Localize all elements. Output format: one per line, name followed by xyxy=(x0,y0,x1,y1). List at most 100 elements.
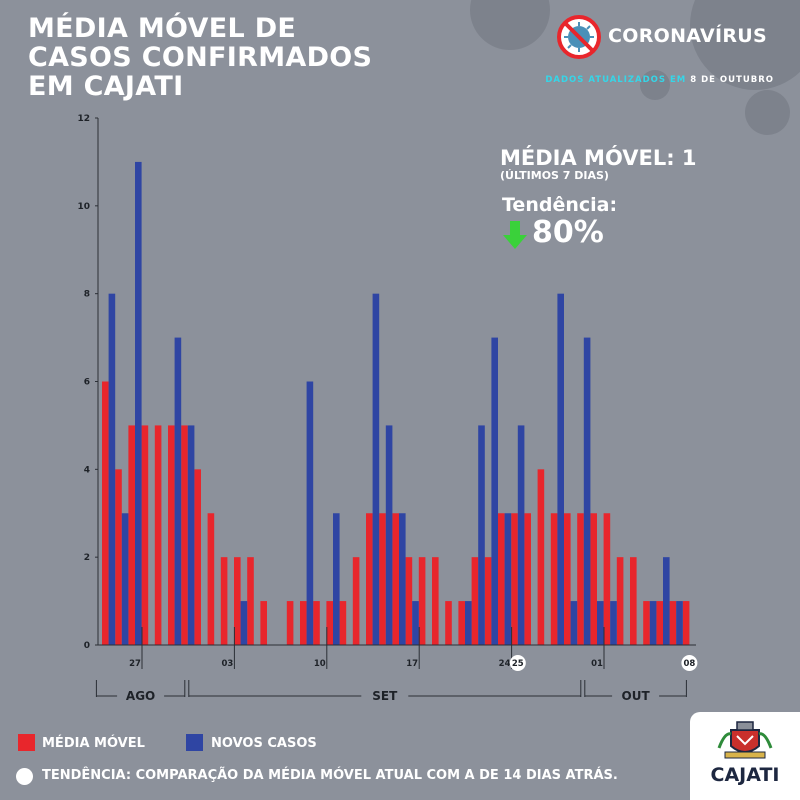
bar-media-movel xyxy=(352,557,360,645)
legend-swatch-novos xyxy=(186,734,203,751)
moving-average-summary: MÉDIA MÓVEL: 1 (ÚLTIMOS 7 DIAS) xyxy=(500,146,697,182)
bar-media-movel xyxy=(656,601,663,645)
legend-label-media: MÉDIA MÓVEL xyxy=(42,736,145,751)
bar-media-movel xyxy=(405,557,413,645)
city-crest-icon xyxy=(717,721,773,759)
bar-media-movel xyxy=(524,513,531,645)
page-title: MÉDIA MÓVEL DE CASOS CONFIRMADOS EM CAJA… xyxy=(28,14,372,101)
bar-media-movel xyxy=(286,601,294,645)
title-line: MÉDIA MÓVEL DE xyxy=(28,13,297,44)
x-tick-label: 10 xyxy=(314,659,326,669)
bar-media-movel xyxy=(471,557,479,645)
virus-decoration-icon xyxy=(745,90,790,135)
y-tick-label: 12 xyxy=(77,114,90,124)
x-tick-label: 27 xyxy=(129,659,141,669)
bar-novos-casos xyxy=(557,293,564,645)
bar-media-movel xyxy=(207,513,215,645)
month-label: AGO xyxy=(126,689,155,703)
virus-decoration-icon xyxy=(640,70,670,100)
bar-novos-casos xyxy=(663,557,670,645)
bar-media-movel xyxy=(102,381,109,645)
bar-novos-casos xyxy=(240,601,248,645)
bar-media-movel xyxy=(300,601,307,645)
x-tick-label: 25 xyxy=(512,659,524,669)
bar-novos-casos xyxy=(306,381,314,645)
bar-novos-casos xyxy=(412,601,419,645)
bar-media-movel xyxy=(511,513,518,645)
bar-media-movel xyxy=(498,513,505,645)
bar-media-movel xyxy=(418,557,426,645)
bar-novos-casos xyxy=(333,513,340,645)
updated-date: 8 DE OUTUBRO xyxy=(690,75,774,85)
bar-media-movel xyxy=(445,601,452,645)
title-line: CASOS CONFIRMADOS xyxy=(28,42,373,73)
bar-media-movel xyxy=(154,425,162,645)
bar-media-movel xyxy=(590,513,597,645)
bar-media-movel xyxy=(669,601,677,645)
x-tick-label: 17 xyxy=(406,659,418,669)
arrow-down-icon xyxy=(503,221,527,249)
x-tick-label: 08 xyxy=(683,659,695,669)
trend-label: Tendência: xyxy=(502,194,618,216)
city-logo: CAJATI xyxy=(690,712,800,800)
bar-novos-casos xyxy=(676,601,683,645)
legend-label-tendencia: TENDÊNCIA: COMPARAÇÃO DA MÉDIA MÓVEL ATU… xyxy=(42,768,618,783)
city-logo-name: CAJATI xyxy=(710,764,780,786)
bar-media-movel xyxy=(247,557,254,645)
legend-label-novos: NOVOS CASOS xyxy=(211,736,317,751)
bar-novos-casos xyxy=(121,513,129,645)
bar-novos-casos xyxy=(517,425,525,645)
bar-novos-casos xyxy=(583,337,591,645)
bar-media-movel xyxy=(339,601,347,645)
x-tick-label: 03 xyxy=(221,659,233,669)
bar-media-movel xyxy=(326,601,333,645)
legend-circle-icon xyxy=(16,768,33,785)
bar-novos-casos xyxy=(610,601,617,645)
bar-media-movel xyxy=(234,557,241,645)
bar-novos-casos xyxy=(465,601,472,645)
month-label: OUT xyxy=(622,689,651,703)
bar-media-movel xyxy=(458,601,465,645)
updated-label: DADOS ATUALIZADOS EM xyxy=(545,75,687,85)
bar-novos-casos xyxy=(108,293,116,645)
bar-media-movel xyxy=(366,513,373,645)
y-tick-label: 2 xyxy=(84,553,90,563)
bar-media-movel xyxy=(550,513,558,645)
bar-media-movel xyxy=(220,557,228,645)
bar-media-movel xyxy=(577,513,584,645)
bar-novos-casos xyxy=(597,601,604,645)
bar-media-movel xyxy=(616,557,624,645)
bar-novos-casos xyxy=(385,425,393,645)
bar-media-movel xyxy=(564,513,571,645)
x-tick-label: 01 xyxy=(591,659,603,669)
y-tick-label: 8 xyxy=(84,290,90,300)
bar-media-movel xyxy=(115,469,122,645)
bar-media-movel xyxy=(141,425,149,645)
bar-media-movel xyxy=(630,557,637,645)
bar-novos-casos xyxy=(399,513,406,645)
trend-value: 80% xyxy=(532,215,604,250)
bar-media-movel xyxy=(379,513,386,645)
x-tick-highlight-icon xyxy=(681,655,698,671)
title-line: EM CAJATI xyxy=(28,71,184,102)
bar-media-movel xyxy=(168,425,175,645)
updated-info: DADOS ATUALIZADOS EM 8 DE OUTUBRO xyxy=(545,75,774,85)
bar-media-movel xyxy=(260,601,267,645)
x-tick-label: 24 xyxy=(499,659,511,669)
bar-novos-casos xyxy=(649,601,657,645)
y-tick-label: 4 xyxy=(84,465,90,475)
bar-media-movel xyxy=(643,601,650,645)
bar-media-movel xyxy=(682,601,690,645)
no-virus-icon xyxy=(557,15,601,59)
bar-media-movel xyxy=(181,425,188,645)
bar-novos-casos xyxy=(491,337,498,645)
legend-swatch-media xyxy=(18,734,35,751)
bar-novos-casos xyxy=(570,601,578,645)
y-tick-label: 10 xyxy=(77,202,90,212)
bar-media-movel xyxy=(484,557,492,645)
bar-media-movel xyxy=(603,513,611,645)
bar-novos-casos xyxy=(372,293,380,645)
bar-novos-casos xyxy=(174,337,182,645)
bar-media-movel xyxy=(313,601,320,645)
